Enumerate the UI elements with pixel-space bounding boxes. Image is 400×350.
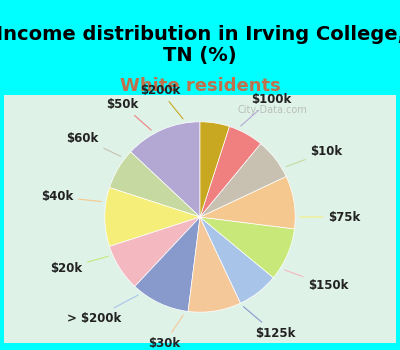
Bar — [4, 94, 396, 343]
Wedge shape — [110, 152, 200, 217]
Wedge shape — [200, 122, 230, 217]
Text: $125k: $125k — [244, 307, 295, 340]
Wedge shape — [200, 217, 294, 278]
Wedge shape — [200, 126, 261, 217]
Text: $150k: $150k — [285, 270, 349, 292]
Wedge shape — [200, 144, 286, 217]
Wedge shape — [110, 217, 200, 286]
Text: Income distribution in Irving College,
TN (%): Income distribution in Irving College, T… — [0, 25, 400, 65]
Wedge shape — [200, 217, 273, 303]
Text: $60k: $60k — [66, 132, 121, 156]
Text: White residents: White residents — [120, 77, 280, 95]
Wedge shape — [200, 176, 295, 229]
Text: City-Data.com: City-Data.com — [237, 105, 307, 115]
Text: $30k: $30k — [148, 315, 183, 350]
Text: $20k: $20k — [50, 256, 108, 274]
Text: $75k: $75k — [300, 210, 361, 224]
Text: $100k: $100k — [241, 92, 291, 126]
Wedge shape — [188, 217, 240, 312]
Text: $10k: $10k — [286, 145, 343, 167]
Wedge shape — [105, 188, 200, 246]
Wedge shape — [135, 217, 200, 312]
Wedge shape — [131, 122, 200, 217]
Text: > $200k: > $200k — [67, 295, 138, 325]
Text: $50k: $50k — [106, 98, 151, 130]
Text: $40k: $40k — [41, 190, 101, 203]
Text: $200k: $200k — [140, 84, 183, 119]
